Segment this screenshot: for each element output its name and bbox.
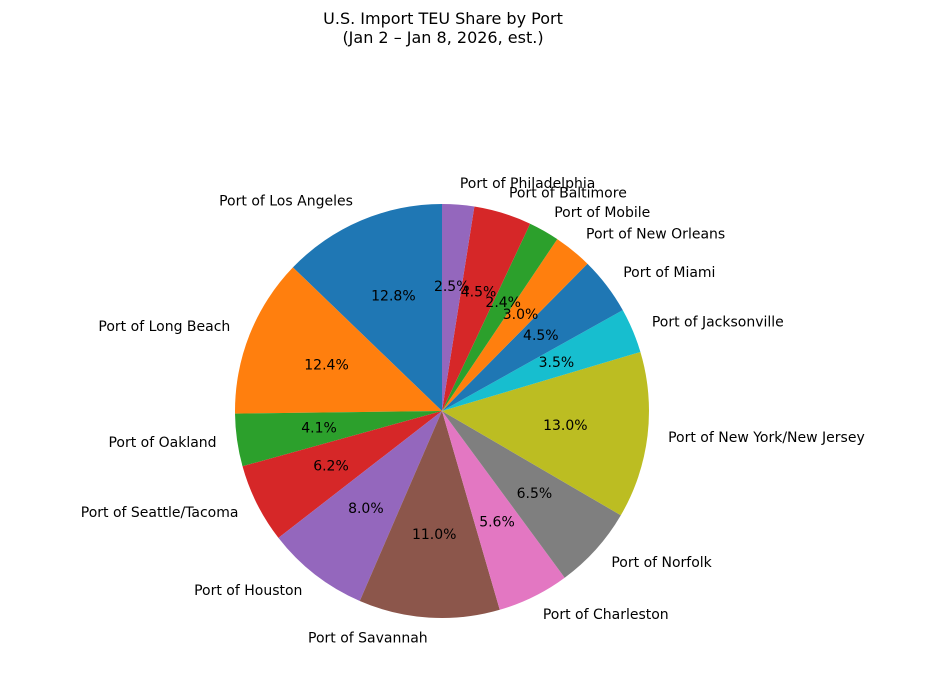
slice-percent-port-of-miami: 4.5% <box>523 328 559 344</box>
slice-label-port-of-seattle-tacoma: Port of Seattle/Tacoma <box>81 505 239 521</box>
pie-slice-port-of-baltimore <box>442 206 531 411</box>
pie-slice-port-of-jacksonville <box>442 310 641 411</box>
slice-label-port-of-long-beach: Port of Long Beach <box>98 319 230 335</box>
pie-slice-port-of-long-beach <box>235 267 442 414</box>
pie-slice-port-of-norfolk <box>442 411 621 578</box>
pie-slice-port-of-philadelphia <box>442 204 475 411</box>
pie-slice-port-of-seattle-tacoma <box>242 411 442 538</box>
slice-percent-port-of-norfolk: 6.5% <box>517 486 553 502</box>
slice-percent-port-of-jacksonville: 3.5% <box>539 355 575 371</box>
slice-percent-port-of-new-york-new-jersey: 13.0% <box>543 418 587 434</box>
slice-label-port-of-baltimore: Port of Baltimore <box>509 185 627 201</box>
pie-slice-port-of-miami <box>442 263 623 411</box>
slice-percent-port-of-los-angeles: 12.8% <box>371 289 415 305</box>
pie-slice-port-of-houston <box>278 411 442 601</box>
slice-percent-port-of-baltimore: 4.5% <box>461 284 497 300</box>
slice-label-port-of-houston: Port of Houston <box>194 583 302 599</box>
slice-label-port-of-miami: Port of Miami <box>623 265 715 281</box>
chart-subtitle: (Jan 2 – Jan 8, 2026, est.) <box>342 28 544 47</box>
pie-slice-port-of-savannah <box>359 411 500 619</box>
chart-title-block: U.S. Import TEU Share by Port (Jan 2 – J… <box>0 9 886 47</box>
slice-label-port-of-mobile: Port of Mobile <box>554 205 650 221</box>
slice-label-port-of-charleston: Port of Charleston <box>543 607 669 623</box>
pie-slice-port-of-new-orleans <box>442 239 588 411</box>
slice-percent-port-of-oakland: 4.1% <box>301 421 337 437</box>
chart-title: U.S. Import TEU Share by Port <box>323 9 563 28</box>
pie-slice-port-of-charleston <box>442 411 565 610</box>
slice-percent-port-of-long-beach: 12.4% <box>304 357 348 373</box>
slice-percent-port-of-philadelphia: 2.5% <box>434 279 470 295</box>
slice-label-port-of-norfolk: Port of Norfolk <box>611 555 712 571</box>
pie-labels: Port of Los Angeles 12.8% Port of Long Bea… <box>81 176 865 646</box>
slice-percent-port-of-charleston: 5.6% <box>479 514 515 530</box>
slice-label-port-of-los-angeles: Port of Los Angeles <box>219 193 353 209</box>
pie-slice-port-of-new-york-new-jersey <box>442 352 649 516</box>
slice-label-port-of-new-orleans: Port of New Orleans <box>586 227 725 243</box>
slice-percent-port-of-savannah: 11.0% <box>412 527 456 543</box>
pie-slice-port-of-mobile <box>442 223 558 411</box>
slice-label-port-of-savannah: Port of Savannah <box>308 630 428 646</box>
slice-percent-port-of-mobile: 2.4% <box>485 295 521 311</box>
pie-slice-port-of-oakland <box>235 411 442 467</box>
pie-slices <box>235 204 649 619</box>
pie-slice-port-of-los-angeles <box>292 204 442 411</box>
slice-label-port-of-jacksonville: Port of Jacksonville <box>652 315 784 331</box>
slice-label-port-of-oakland: Port of Oakland <box>108 435 216 451</box>
slice-label-port-of-new-york-new-jersey: Port of New York/New Jersey <box>668 430 865 446</box>
slice-percent-port-of-seattle-tacoma: 6.2% <box>313 459 349 475</box>
slice-percent-port-of-new-orleans: 3.0% <box>503 307 539 323</box>
slice-percent-port-of-houston: 8.0% <box>348 501 384 517</box>
slice-label-port-of-philadelphia: Port of Philadelphia <box>460 176 595 192</box>
